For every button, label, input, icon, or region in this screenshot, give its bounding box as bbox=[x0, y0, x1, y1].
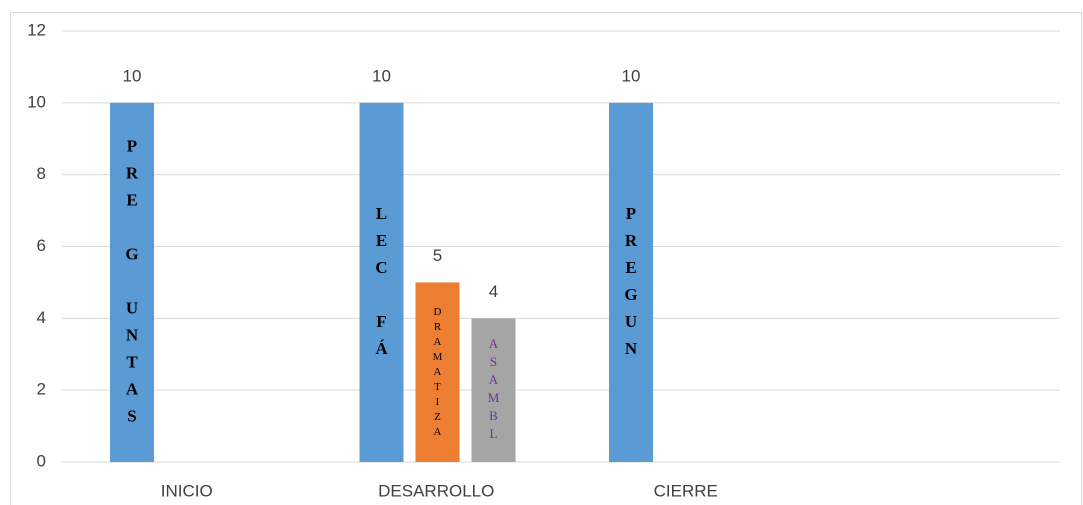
bar-text-char: U bbox=[625, 312, 637, 331]
bar-text-char: B bbox=[489, 408, 498, 423]
value-label: 4 bbox=[489, 282, 498, 301]
y-tick-label: 8 bbox=[37, 164, 46, 183]
value-label: 10 bbox=[622, 66, 641, 85]
y-tick-label: 6 bbox=[37, 236, 46, 255]
bar bbox=[415, 282, 460, 462]
bar bbox=[110, 102, 154, 462]
bar-text-char: A bbox=[489, 336, 499, 351]
bar-text-char: E bbox=[625, 258, 636, 277]
x-tick-label: CIERRE bbox=[654, 481, 718, 500]
bar-text-char bbox=[379, 285, 383, 304]
x-tick-label: INICIO bbox=[161, 481, 213, 500]
bar-text-char: L bbox=[490, 426, 498, 441]
bar-text-char: C bbox=[375, 258, 387, 277]
bar-text-char: G bbox=[125, 244, 138, 263]
bar-text-char: A bbox=[434, 366, 442, 378]
bar-text-char: A bbox=[434, 426, 442, 438]
bar-text-char: S bbox=[127, 406, 136, 425]
bar-text-char: D bbox=[434, 306, 442, 318]
bar-text-char: Z bbox=[434, 411, 441, 423]
bar bbox=[471, 318, 516, 462]
bar-text-char bbox=[130, 217, 134, 236]
bar bbox=[609, 102, 653, 462]
bar-text-char bbox=[130, 271, 134, 290]
bar-text-char: R bbox=[625, 231, 638, 250]
bar-text-char: N bbox=[126, 325, 139, 344]
y-tick-label: 0 bbox=[37, 451, 46, 470]
bar-text-char: U bbox=[126, 298, 138, 317]
bar-text-char: P bbox=[127, 136, 137, 155]
bar-text-char: R bbox=[126, 163, 139, 182]
bar-text-char: F bbox=[376, 312, 386, 331]
value-label: 10 bbox=[372, 66, 391, 85]
bar-text-char: S bbox=[490, 354, 497, 369]
y-tick-label: 12 bbox=[27, 20, 46, 39]
y-tick-label: 2 bbox=[37, 380, 46, 399]
bar-text-char: A bbox=[126, 379, 139, 398]
bar-text-char: G bbox=[624, 285, 637, 304]
value-label: 10 bbox=[123, 66, 142, 85]
bar-text-char: A bbox=[489, 372, 499, 387]
bar-text-char: Á bbox=[375, 339, 388, 358]
bar-text-char: E bbox=[376, 231, 387, 250]
bar-text-char: R bbox=[434, 321, 442, 333]
bar-text-char: T bbox=[434, 381, 441, 393]
y-tick-label: 4 bbox=[37, 308, 46, 327]
bar bbox=[359, 102, 404, 462]
bar-text-char: L bbox=[376, 204, 387, 223]
bar-text-char: I bbox=[436, 396, 440, 408]
bar-text-char: A bbox=[434, 336, 442, 348]
bar-text-char: T bbox=[126, 352, 138, 371]
chart-frame bbox=[10, 12, 1082, 505]
bar-text-char: N bbox=[625, 339, 638, 358]
bar-text-char: P bbox=[626, 204, 636, 223]
y-tick-label: 10 bbox=[27, 92, 46, 111]
bar-text-char: E bbox=[126, 190, 137, 209]
x-tick-label: DESARROLLO bbox=[378, 481, 494, 500]
value-label: 5 bbox=[433, 246, 442, 265]
bar-text-char: M bbox=[488, 390, 500, 405]
bar-text-char: M bbox=[433, 351, 443, 363]
